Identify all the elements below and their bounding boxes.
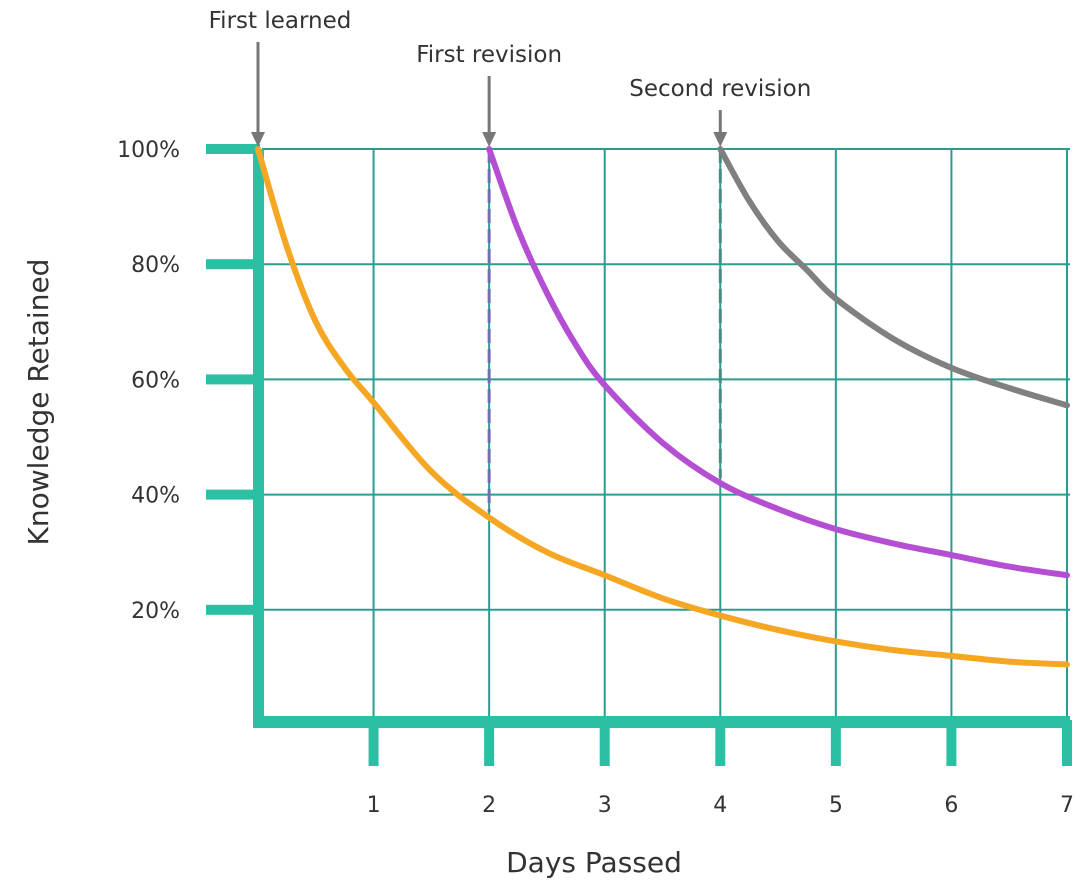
y-tick-label: 20% [131,599,180,624]
x-tick-mark-4 [715,720,726,766]
tick-labels: 100% 80% 60% 40% 20% 1 2 3 4 5 6 7 [117,138,1074,818]
x-tick-label: 3 [598,793,612,818]
x-tick-mark-2 [484,720,495,766]
x-tick-mark-3 [599,720,610,766]
series-curve-3 [717,146,1070,409]
y-axis-line [253,149,264,727]
x-tick-label: 2 [482,793,496,818]
annotation-arrow-head [482,132,497,147]
x-tick-label: 7 [1060,793,1074,818]
x-tick-label: 4 [713,793,727,818]
x-tick-label: 5 [829,793,843,818]
x-tick-mark-1 [368,720,379,766]
x-axis-line [253,716,1070,728]
annotations: First learned First revision Second revisi… [209,8,811,147]
y-tick-label: 40% [131,484,180,509]
y-tick-mark-60 [206,374,260,385]
annotation-arrow-head [713,132,728,147]
x-tick-mark-6 [946,720,957,766]
series-curves [255,146,1070,668]
y-tick-label: 100% [117,138,180,163]
y-tick-mark-40 [206,489,260,500]
y-tick-label: 60% [131,368,180,393]
annotation-label: Second revision [629,76,811,102]
x-tick-mark-5 [830,720,841,766]
x-axis-title: Days Passed [506,846,682,879]
x-tick-label: 1 [367,793,381,818]
annotation-label: First revision [416,42,562,68]
y-tick-mark-80 [206,259,260,270]
series-curve-2 [486,146,1070,579]
y-axis-title: Knowledge Retained [22,259,55,546]
y-tick-mark-20 [206,604,260,615]
annotation-arrow-head [251,132,265,147]
axes [206,144,1072,766]
y-tick-label: 80% [131,253,180,278]
grid-lines [262,148,1070,718]
y-tick-mark-100 [206,144,260,154]
annotation-label: First learned [209,8,352,34]
x-tick-label: 6 [944,793,958,818]
x-tick-mark-7 [1062,720,1072,766]
series-curve-1 [255,146,1070,668]
